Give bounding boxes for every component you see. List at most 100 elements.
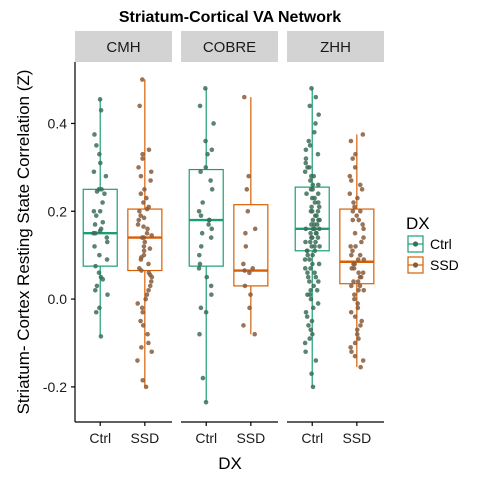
data-point — [136, 165, 141, 170]
legend-entry-ctrl: Ctrl — [408, 236, 452, 252]
data-point — [105, 292, 110, 297]
data-point — [358, 323, 363, 328]
facet-strip-label: ZHH — [320, 39, 351, 56]
facet-strip-label: COBRE — [203, 39, 256, 56]
data-point — [307, 257, 312, 262]
data-point — [303, 161, 308, 166]
data-point — [210, 148, 215, 153]
data-point — [317, 227, 322, 232]
data-point — [197, 332, 202, 337]
data-point — [204, 400, 209, 405]
data-point — [247, 306, 252, 311]
data-point — [141, 200, 146, 205]
box-ssd: SSD — [340, 132, 374, 446]
data-point — [313, 248, 318, 253]
x-tick-label: Ctrl — [301, 430, 323, 446]
data-point — [241, 262, 246, 267]
data-point — [358, 275, 363, 280]
data-point — [98, 161, 103, 166]
data-point — [306, 139, 311, 144]
data-point — [204, 310, 209, 315]
data-point — [100, 220, 105, 225]
data-point — [304, 191, 309, 196]
data-point — [141, 323, 146, 328]
data-point — [354, 213, 359, 218]
data-point — [208, 178, 213, 183]
data-point — [314, 358, 319, 363]
data-point — [148, 178, 153, 183]
data-point — [317, 218, 322, 223]
data-point — [105, 235, 110, 240]
data-point — [148, 246, 153, 251]
data-point — [359, 319, 364, 324]
data-point — [137, 104, 142, 109]
data-point — [139, 191, 144, 196]
data-point — [248, 292, 253, 297]
data-point — [356, 306, 361, 311]
data-point — [242, 268, 247, 273]
data-point — [142, 187, 147, 192]
data-point — [139, 345, 144, 350]
x-tick-label: SSD — [130, 430, 159, 446]
data-point — [355, 328, 360, 333]
data-point — [313, 240, 318, 245]
data-point — [308, 292, 313, 297]
data-point — [198, 104, 203, 109]
data-point — [314, 275, 319, 280]
data-point — [315, 222, 320, 227]
facet-cmh: CMHCtrl SSD — [75, 31, 172, 446]
data-point — [356, 218, 361, 223]
data-point — [353, 354, 358, 359]
data-point — [211, 121, 216, 126]
data-point — [358, 253, 363, 258]
data-point — [135, 358, 140, 363]
data-point — [303, 266, 308, 271]
data-point — [199, 244, 204, 249]
data-point — [209, 235, 214, 240]
x-tick-label: Ctrl — [195, 430, 217, 446]
data-point — [140, 77, 145, 82]
data-point — [140, 310, 145, 315]
data-point — [307, 279, 312, 284]
data-point — [309, 174, 314, 179]
data-point — [140, 152, 145, 157]
data-point — [360, 187, 365, 192]
data-point — [205, 152, 210, 157]
facet-zhh: ZHH Ctrl SSD — [287, 31, 384, 446]
data-point — [312, 130, 317, 135]
y-tick-label: 0.0 — [48, 291, 68, 307]
data-point — [100, 200, 105, 205]
data-point — [313, 200, 318, 205]
data-point — [316, 301, 321, 306]
data-point — [316, 152, 321, 157]
data-point — [100, 277, 105, 282]
data-point — [99, 334, 104, 339]
data-point — [355, 332, 360, 337]
legend-title: DX — [406, 214, 430, 233]
data-point — [314, 231, 319, 236]
chart-title: Striatum-Cortical VA Network — [119, 9, 341, 26]
data-point — [94, 213, 99, 218]
data-point — [303, 169, 308, 174]
data-point — [246, 174, 251, 179]
data-point — [150, 275, 155, 280]
data-point — [99, 108, 104, 113]
data-point — [105, 240, 110, 245]
data-point — [350, 156, 355, 161]
data-point — [145, 207, 150, 212]
data-point — [348, 345, 353, 350]
data-point — [312, 244, 317, 249]
legend: DX Ctrl SSD — [406, 214, 459, 273]
data-point — [310, 332, 315, 337]
data-point — [308, 328, 313, 333]
data-point — [149, 169, 154, 174]
data-point — [203, 139, 208, 144]
box-ctrl: Ctrl — [295, 86, 329, 446]
data-point — [304, 156, 309, 161]
data-point — [347, 191, 352, 196]
data-point — [353, 165, 358, 170]
data-point — [142, 248, 147, 253]
data-point — [312, 227, 317, 232]
data-point — [352, 205, 357, 210]
